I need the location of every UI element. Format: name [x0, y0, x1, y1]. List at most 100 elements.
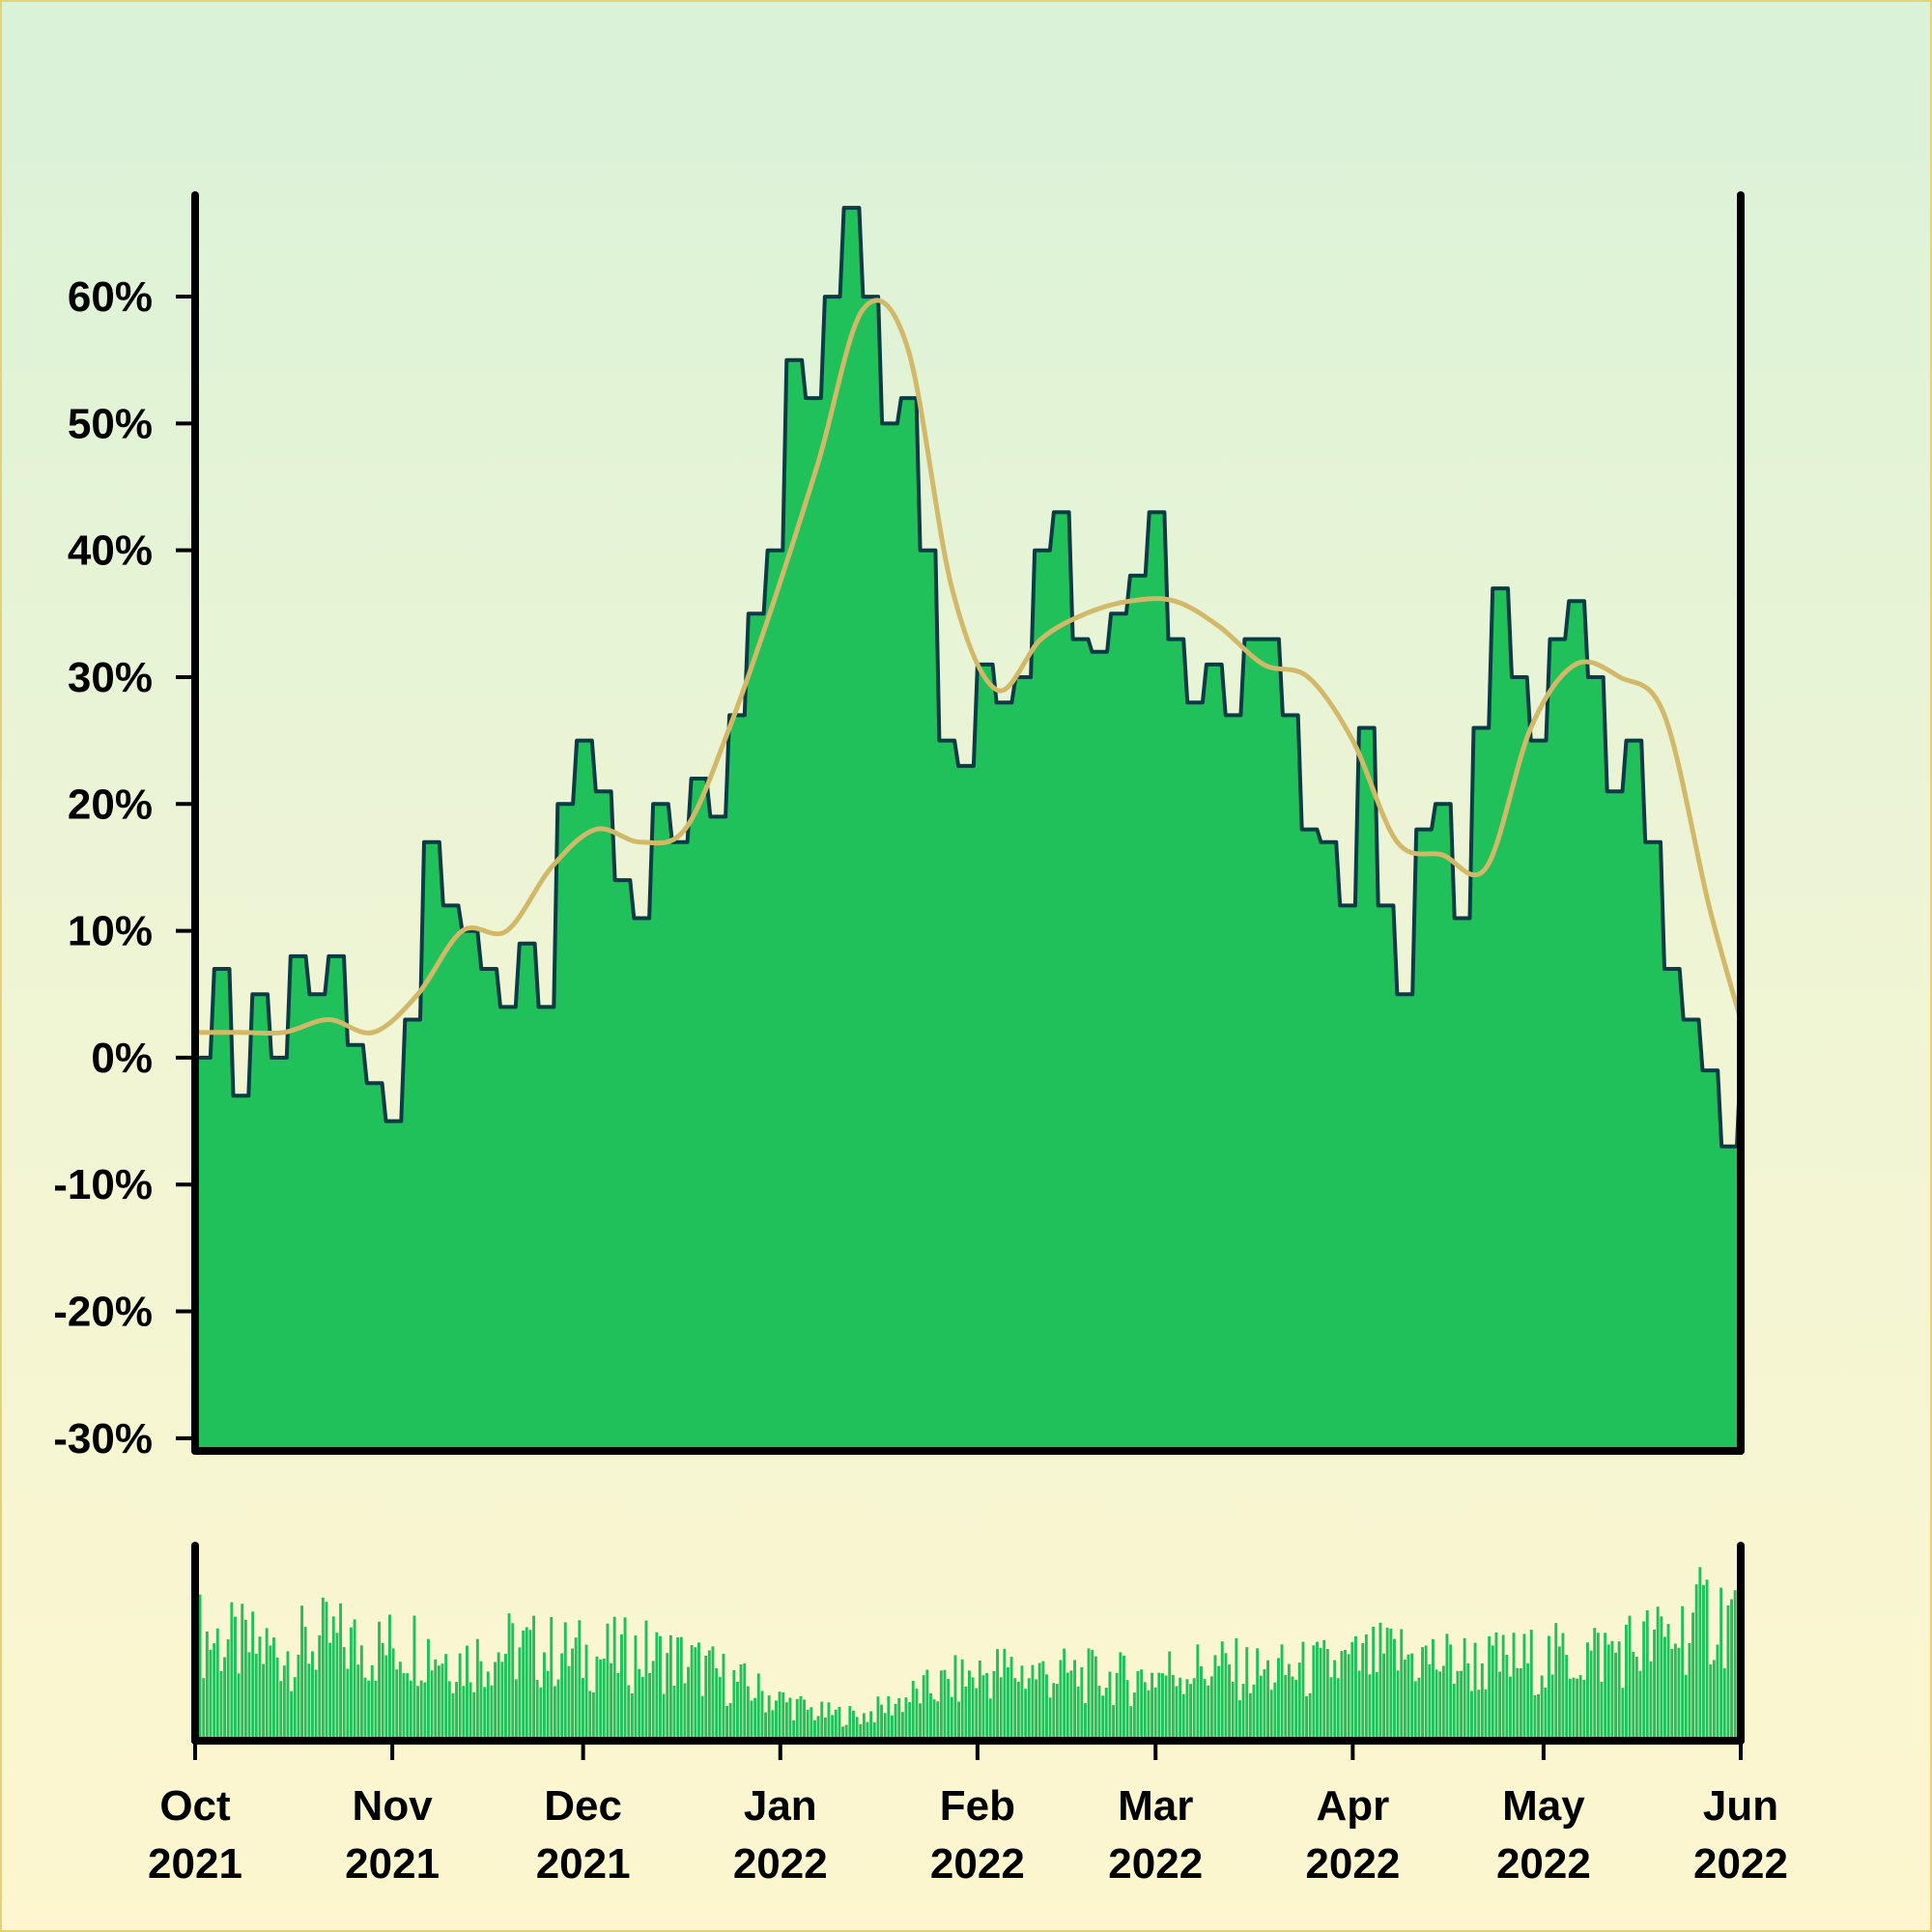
volume-bar: [1203, 1679, 1207, 1741]
volume-bar: [525, 1627, 528, 1741]
volume-bar: [1035, 1679, 1038, 1741]
volume-bar: [880, 1704, 884, 1741]
volume-bar: [1143, 1682, 1147, 1741]
volume-bar: [690, 1645, 694, 1741]
volume-bar: [1020, 1665, 1024, 1741]
volume-bar: [1009, 1657, 1013, 1741]
volume-bar: [1435, 1669, 1438, 1741]
volume-bar: [1364, 1634, 1368, 1741]
volume-bar: [929, 1692, 932, 1741]
volume-bar: [1319, 1647, 1322, 1741]
volume-bar: [1505, 1655, 1509, 1741]
volume-bar: [1287, 1663, 1291, 1741]
volume-bar: [1385, 1627, 1389, 1741]
volume-bar: [1055, 1684, 1059, 1741]
volume-bar: [852, 1710, 855, 1741]
volume-bar: [848, 1706, 852, 1741]
volume-bar: [1702, 1584, 1705, 1741]
volume-bar: [1185, 1679, 1189, 1741]
y-axis-ticks: 60% 50% 40% 30% 20% 10% 0% -10% -20% -30%: [53, 273, 195, 1463]
volume-bar: [1540, 1675, 1544, 1741]
volume-bar: [514, 1679, 518, 1741]
volume-bar: [1241, 1684, 1245, 1741]
volume-bar: [606, 1623, 610, 1741]
volume-bar: [1705, 1579, 1709, 1741]
volume-bar: [1663, 1636, 1666, 1741]
volume-bar: [1101, 1695, 1105, 1741]
volume-bar: [1716, 1644, 1719, 1741]
volume-bar: [563, 1622, 567, 1741]
volume-bar: [1308, 1692, 1312, 1741]
volume-bar: [1235, 1637, 1238, 1741]
volume-bar: [1207, 1685, 1210, 1741]
volume-bar: [806, 1709, 810, 1741]
volume-bar: [427, 1638, 430, 1741]
volume-bar: [862, 1713, 866, 1741]
volume-bar: [623, 1617, 627, 1741]
volume-bar: [1347, 1654, 1350, 1741]
volume-bar: [803, 1699, 807, 1741]
volume-bar: [610, 1662, 613, 1741]
volume-bar: [1452, 1683, 1456, 1741]
volume-bar: [781, 1691, 785, 1741]
volume-bar: [844, 1724, 848, 1741]
y-tick-label: 40%: [68, 527, 153, 575]
volume-bar: [391, 1648, 395, 1741]
x-tick-label-year: 2022: [1305, 1840, 1400, 1888]
volume-bar: [1477, 1690, 1481, 1741]
x-tick-label-year: 2022: [1108, 1840, 1203, 1888]
volume-bar: [497, 1652, 500, 1741]
volume-bar: [1291, 1676, 1294, 1741]
volume-bar: [215, 1628, 219, 1741]
volume-bar: [1614, 1652, 1618, 1741]
volume-bar: [321, 1597, 325, 1741]
volume-bar: [1565, 1655, 1569, 1741]
volume-bar: [472, 1691, 476, 1741]
volume-bar: [985, 1673, 989, 1741]
x-tick-label-month: Jun: [1703, 1782, 1778, 1830]
volume-bar: [311, 1651, 314, 1741]
volume-bar: [1245, 1647, 1249, 1741]
volume-bar: [1406, 1654, 1410, 1741]
volume-bar: [560, 1653, 564, 1741]
volume-bar: [1108, 1671, 1112, 1741]
volume-panel: Oct 2021 Nov 2021 Dec 2021 Jan 2022 Feb 2022 Mar 20…: [148, 1542, 1788, 1888]
volume-bar: [743, 1663, 747, 1741]
volume-bar: [314, 1669, 318, 1741]
volume-bar: [494, 1662, 497, 1741]
volume-bar: [1175, 1686, 1179, 1741]
volume-bar: [679, 1636, 683, 1741]
volume-bar: [1151, 1672, 1154, 1741]
volume-bar: [1252, 1684, 1256, 1741]
volume-bar: [823, 1718, 827, 1741]
volume-bar: [1681, 1605, 1685, 1741]
volume-bar: [1325, 1649, 1329, 1741]
volume-bars: [195, 1567, 1741, 1741]
volume-bar: [1027, 1678, 1031, 1741]
volume-bar: [1634, 1657, 1638, 1741]
volume-bar: [771, 1710, 775, 1741]
volume-bar: [953, 1655, 957, 1741]
volume-bar: [1129, 1706, 1133, 1741]
x-tick-label-month: Dec: [544, 1782, 622, 1830]
volume-bar: [339, 1603, 343, 1741]
volume-bar: [813, 1719, 816, 1741]
volume-bar: [1305, 1695, 1309, 1741]
volume-bar: [810, 1707, 813, 1741]
volume-bar: [655, 1632, 659, 1741]
volume-bar: [381, 1642, 384, 1741]
volume-bar: [328, 1642, 332, 1741]
volume-bar: [1016, 1681, 1020, 1741]
volume-bar: [859, 1723, 863, 1741]
volume-bar: [1645, 1609, 1649, 1741]
volume-bar: [350, 1627, 353, 1741]
volume-bar: [437, 1665, 440, 1741]
volume-bar: [1519, 1668, 1522, 1741]
volume-bar: [722, 1654, 725, 1741]
volume-bar: [588, 1690, 592, 1741]
volume-bar: [1526, 1662, 1530, 1741]
volume-bar: [1410, 1653, 1414, 1741]
volume-bar: [1273, 1682, 1277, 1741]
x-tick-label-year: 2022: [1496, 1840, 1591, 1888]
volume-bar: [1470, 1690, 1473, 1741]
